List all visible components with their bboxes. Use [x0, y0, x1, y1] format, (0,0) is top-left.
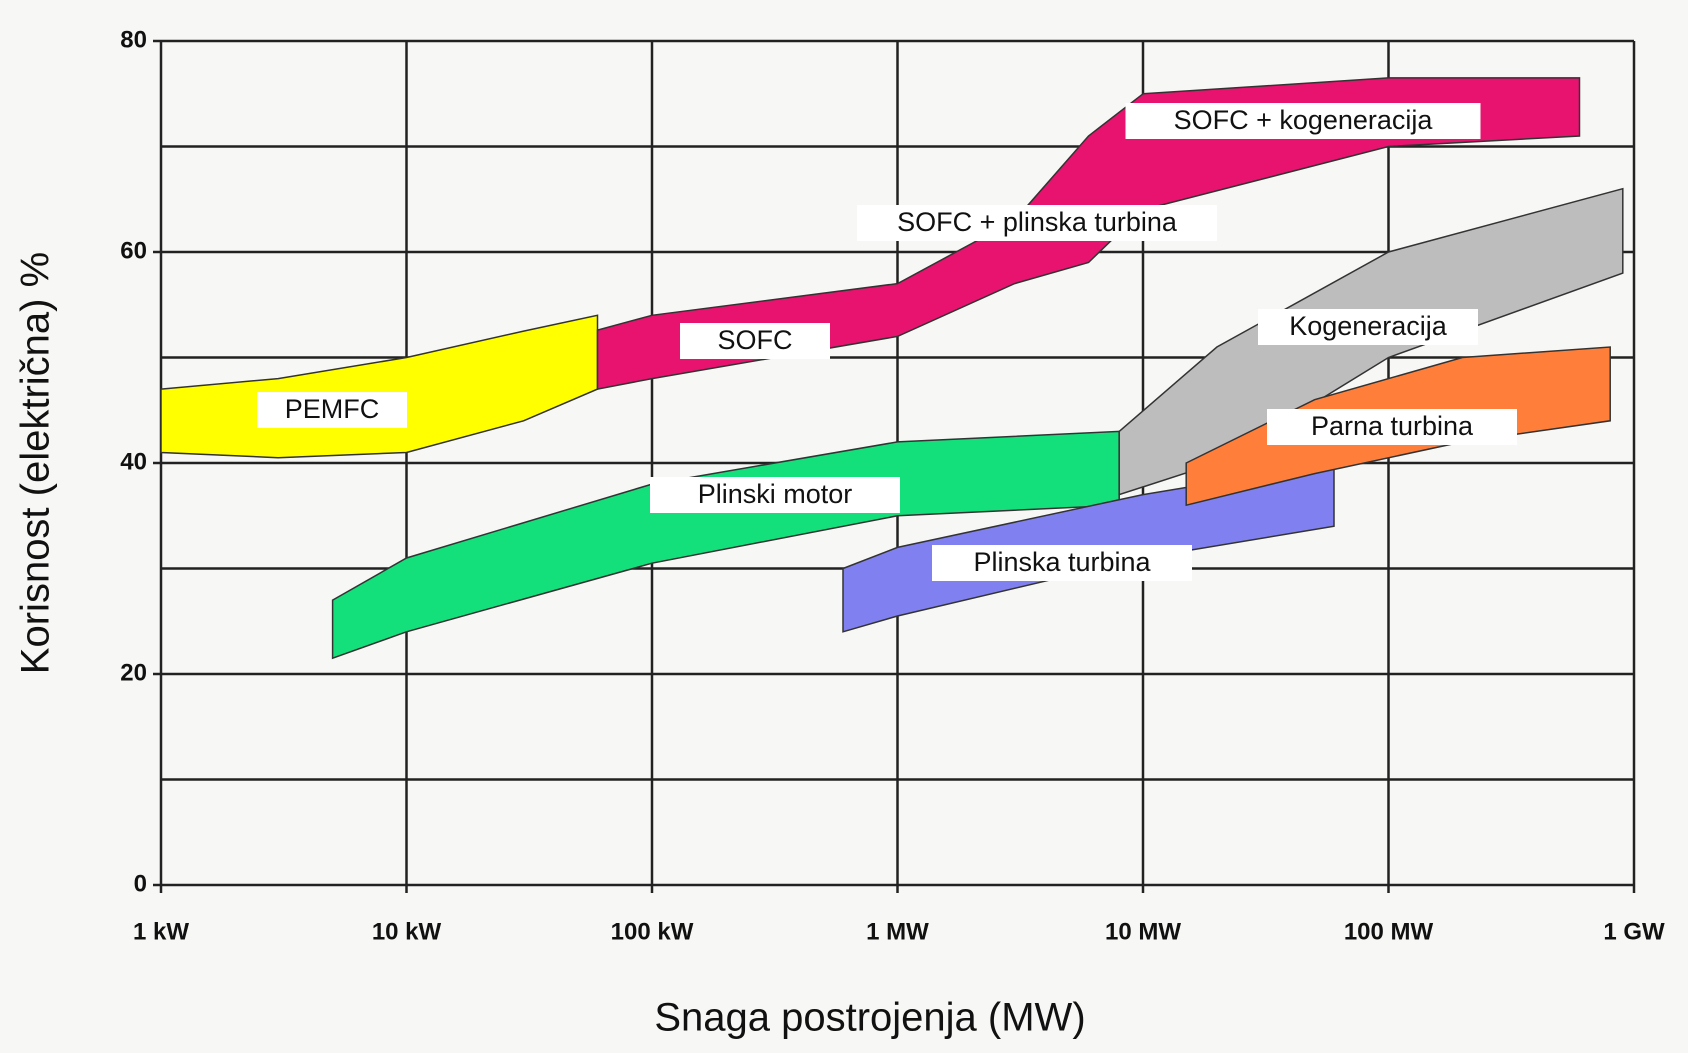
label-box [257, 392, 407, 428]
x-axis-label: Snaga postrojenja (MW) [654, 996, 1085, 1040]
label-box [680, 323, 830, 359]
y-tick-label: 20 [120, 659, 147, 686]
y-tick-label: 0 [134, 870, 147, 897]
band-label: Parna turbina [1311, 411, 1474, 441]
x-tick-label: 10 kW [372, 918, 442, 945]
band-label: SOFC + plinska turbina [897, 207, 1178, 237]
band-label: Plinska turbina [973, 547, 1151, 577]
y-axis-label: Korisnost (električna) % [14, 252, 58, 674]
label-box [857, 205, 1217, 241]
y-tick-label: 40 [120, 448, 147, 475]
x-tick-label: 1 MW [866, 918, 929, 945]
x-tick-label: 1 kW [133, 918, 189, 945]
label-box [932, 545, 1192, 581]
y-tick-label: 60 [120, 237, 147, 264]
label-box [1258, 309, 1478, 345]
x-tick-label: 100 MW [1344, 918, 1434, 945]
x-tick-label: 1 GW [1603, 918, 1665, 945]
band-label: PEMFC [285, 394, 380, 424]
y-tick-label: 80 [120, 26, 147, 53]
x-tick-label: 10 MW [1105, 918, 1181, 945]
band-label: SOFC + kogeneracija [1174, 105, 1434, 135]
band-label: Plinski motor [698, 479, 853, 509]
label-box [1267, 409, 1517, 445]
band-label: SOFC [717, 325, 792, 355]
band-label: Kogeneracija [1289, 311, 1448, 341]
x-tick-label: 100 kW [611, 918, 694, 945]
label-box [650, 477, 900, 513]
label-box [1125, 103, 1481, 139]
